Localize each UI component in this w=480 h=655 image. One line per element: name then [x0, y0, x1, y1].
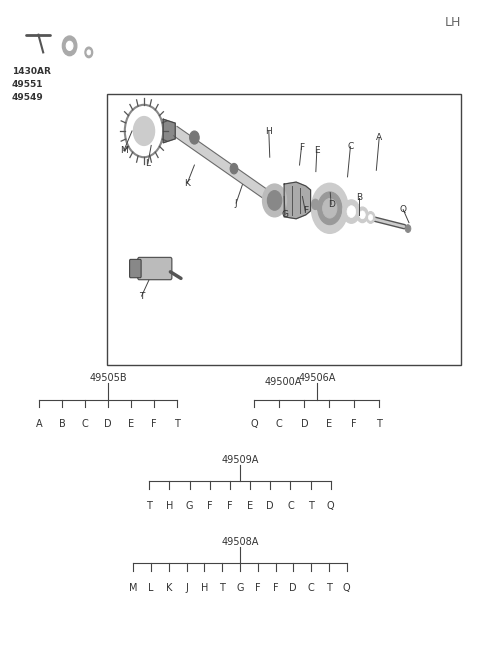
- Circle shape: [312, 199, 319, 210]
- Text: A: A: [376, 133, 382, 142]
- Text: K: K: [184, 179, 190, 188]
- Text: F: F: [151, 419, 157, 429]
- Text: 49549: 49549: [12, 93, 44, 102]
- Text: H: H: [201, 583, 208, 593]
- Text: LH: LH: [444, 16, 461, 29]
- Circle shape: [323, 198, 337, 218]
- Text: M: M: [120, 146, 128, 155]
- Text: 49500A: 49500A: [265, 377, 302, 386]
- Circle shape: [360, 211, 365, 219]
- Circle shape: [317, 202, 324, 212]
- Text: T: T: [219, 583, 225, 593]
- Circle shape: [133, 117, 155, 145]
- Text: 49506A: 49506A: [298, 373, 336, 383]
- Text: H: H: [166, 501, 173, 511]
- Text: B: B: [59, 419, 65, 429]
- Circle shape: [405, 225, 411, 233]
- Text: T: T: [376, 419, 382, 429]
- Text: C: C: [82, 419, 88, 429]
- Text: 49508A: 49508A: [221, 537, 259, 547]
- Bar: [107, 94, 461, 365]
- Text: Q: Q: [327, 501, 335, 511]
- Text: 1430AR: 1430AR: [12, 67, 51, 76]
- Text: L: L: [148, 583, 154, 593]
- Polygon shape: [284, 182, 311, 219]
- Text: 49551: 49551: [12, 80, 44, 89]
- FancyBboxPatch shape: [130, 259, 141, 278]
- Text: D: D: [300, 419, 308, 429]
- Circle shape: [312, 183, 348, 233]
- Text: T: T: [326, 583, 332, 593]
- Circle shape: [267, 191, 282, 210]
- Text: G: G: [236, 583, 244, 593]
- Text: D: D: [328, 200, 335, 209]
- Text: J: J: [185, 583, 188, 593]
- Text: T: T: [139, 291, 144, 301]
- Text: 49505B: 49505B: [89, 373, 127, 383]
- Circle shape: [368, 215, 372, 220]
- Text: D: D: [266, 501, 274, 511]
- Text: C: C: [276, 419, 283, 429]
- Circle shape: [318, 192, 342, 225]
- Circle shape: [263, 184, 287, 217]
- Text: Q: Q: [251, 419, 258, 429]
- Text: F: F: [303, 206, 308, 215]
- Text: D: D: [289, 583, 297, 593]
- Text: F: F: [273, 583, 278, 593]
- Text: E: E: [128, 419, 134, 429]
- Text: G: G: [186, 501, 193, 511]
- Text: C: C: [308, 583, 314, 593]
- Circle shape: [190, 131, 199, 144]
- Polygon shape: [163, 119, 175, 143]
- Circle shape: [230, 163, 238, 174]
- Text: F: F: [255, 583, 261, 593]
- Text: Q: Q: [343, 583, 350, 593]
- Text: M: M: [129, 583, 138, 593]
- Text: J: J: [235, 198, 238, 208]
- Text: E: E: [326, 419, 332, 429]
- Circle shape: [87, 50, 91, 55]
- Text: E: E: [314, 146, 320, 155]
- Text: C: C: [347, 142, 354, 151]
- Circle shape: [62, 36, 77, 56]
- Circle shape: [357, 207, 368, 223]
- Text: T: T: [174, 419, 180, 429]
- Text: F: F: [299, 143, 304, 152]
- Text: A: A: [36, 419, 42, 429]
- Circle shape: [85, 47, 93, 58]
- FancyBboxPatch shape: [138, 257, 172, 280]
- Circle shape: [66, 41, 73, 50]
- Text: E: E: [247, 501, 253, 511]
- Text: T: T: [146, 501, 152, 511]
- Text: K: K: [166, 583, 172, 593]
- Text: G: G: [282, 210, 288, 219]
- Text: B: B: [356, 193, 362, 202]
- Circle shape: [366, 212, 375, 223]
- Text: T: T: [308, 501, 313, 511]
- Circle shape: [347, 206, 356, 217]
- Text: F: F: [351, 419, 357, 429]
- Text: H: H: [265, 126, 272, 136]
- Text: F: F: [227, 501, 233, 511]
- Text: F: F: [207, 501, 213, 511]
- Text: 49509A: 49509A: [221, 455, 259, 465]
- Polygon shape: [173, 126, 276, 204]
- Text: C: C: [287, 501, 294, 511]
- Text: L: L: [145, 159, 150, 168]
- Text: Q: Q: [400, 205, 407, 214]
- Text: D: D: [104, 419, 112, 429]
- Circle shape: [343, 200, 360, 223]
